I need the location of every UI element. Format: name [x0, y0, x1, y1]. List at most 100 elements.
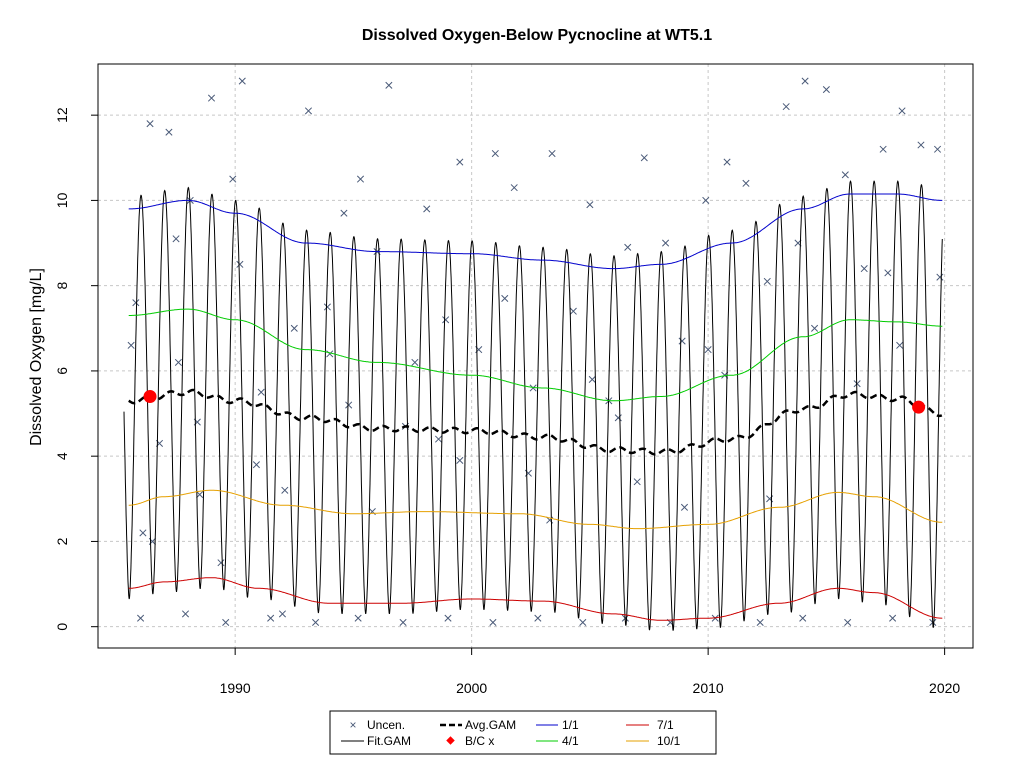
- uncen-point: [207, 94, 216, 102]
- uncen-point: [640, 154, 648, 162]
- uncen-point: [442, 316, 450, 324]
- uncen-point: [756, 618, 764, 626]
- uncen-point: [267, 614, 275, 622]
- uncen-point: [444, 614, 452, 622]
- uncen-point: [782, 103, 790, 111]
- y-tick-label: 6: [54, 367, 70, 375]
- series-fit-gam: [123, 180, 943, 631]
- series-avg-gam: [128, 388, 943, 456]
- uncen-point: [510, 184, 518, 192]
- plot-area: [123, 77, 944, 631]
- legend-marker-uncen: ×: [349, 718, 356, 732]
- uncen-point: [588, 375, 596, 383]
- uncen-point: [529, 384, 537, 392]
- uncen-point: [238, 77, 246, 85]
- uncen-point: [917, 141, 925, 149]
- y-tick-label: 12: [54, 107, 70, 123]
- plot-frame: [97, 63, 974, 649]
- line-fit-gam: [123, 180, 943, 631]
- uncen-point: [411, 358, 419, 366]
- legend-label-1-1: 1/1: [562, 718, 579, 732]
- line-10-1: [128, 489, 943, 530]
- x-tick-label: 2010: [693, 680, 724, 696]
- x-tick-label: 2020: [929, 680, 960, 696]
- series-1-1: [128, 193, 943, 270]
- uncen-point: [290, 324, 298, 332]
- uncen-point: [281, 486, 289, 494]
- uncen-point: [898, 107, 906, 115]
- uncen-point: [456, 158, 464, 166]
- series-10-1: [128, 489, 943, 530]
- series-7-1: [128, 577, 943, 621]
- uncen-point: [127, 341, 135, 349]
- uncen-point: [196, 490, 204, 499]
- uncen-point: [326, 350, 334, 358]
- uncen-point: [132, 299, 140, 307]
- uncen-point: [501, 294, 509, 303]
- uncen-point: [742, 179, 750, 187]
- uncen-point: [165, 128, 173, 136]
- y-tick-label: 4: [54, 452, 70, 460]
- uncen-point: [811, 324, 819, 332]
- line-avg-gam: [128, 388, 943, 456]
- uncen-point: [345, 401, 353, 409]
- series-4-1: [128, 308, 943, 402]
- legend-label-bc: B/C x: [465, 734, 494, 748]
- uncen-point: [304, 107, 313, 115]
- legend: × Uncen. Fit.GAM Avg.GAM B/C x 1/1 4/1 7…: [329, 710, 717, 755]
- chart-title: Dissolved Oxygen-Below Pycnocline at WT5…: [362, 27, 712, 44]
- y-axis: 0 2 4 6 8 10 12: [54, 107, 98, 631]
- uncen-point: [936, 273, 944, 281]
- uncen-point: [860, 265, 868, 273]
- uncen-point: [340, 209, 348, 217]
- uncen-point: [217, 559, 225, 567]
- uncen-point: [548, 149, 556, 158]
- uncen-point: [222, 618, 230, 626]
- uncen-point: [174, 358, 182, 366]
- uncen-point: [586, 201, 594, 209]
- uncen-point: [252, 461, 260, 469]
- uncen-point: [257, 388, 265, 396]
- y-tick-label: 0: [54, 623, 70, 631]
- bc-point: [912, 400, 926, 414]
- bc-point: [143, 389, 157, 403]
- line-7-1: [128, 577, 943, 621]
- legend-label-4-1: 4/1: [562, 734, 579, 748]
- uncen-point: [884, 269, 892, 277]
- uncen-point: [879, 145, 887, 153]
- uncen-point: [172, 235, 180, 243]
- legend-marker-bc: [446, 736, 455, 745]
- uncen-point: [678, 337, 686, 345]
- series-bc-x: [143, 389, 926, 414]
- uncen-point: [889, 614, 897, 622]
- uncen-point: [799, 614, 807, 622]
- uncen-point: [801, 77, 809, 85]
- legend-label-uncen: Uncen.: [367, 718, 405, 732]
- legend-label-7-1: 7/1: [657, 718, 674, 732]
- x-axis: 1990 2000 2010 2020: [220, 648, 960, 696]
- uncen-point: [491, 149, 499, 158]
- line-1-1: [128, 193, 943, 270]
- uncen-point: [933, 145, 942, 153]
- uncen-point: [763, 277, 771, 285]
- x-tick-label: 2000: [456, 680, 487, 696]
- uncen-point: [434, 435, 443, 443]
- uncen-point: [896, 341, 904, 349]
- legend-label-10-1: 10/1: [657, 734, 681, 748]
- uncen-point: [356, 175, 365, 183]
- uncen-point: [624, 243, 632, 251]
- uncen-point: [236, 260, 244, 268]
- uncen-point: [614, 414, 622, 422]
- uncen-point: [704, 346, 712, 354]
- uncen-point: [702, 196, 710, 204]
- y-axis-label: Dissolved Oxygen [mg/L]: [28, 268, 45, 446]
- x-tick-label: 1990: [220, 680, 251, 696]
- legend-label-fit: Fit.GAM: [367, 734, 411, 748]
- y-tick-label: 10: [54, 192, 70, 208]
- uncen-point: [456, 456, 464, 464]
- uncen-point: [139, 529, 147, 537]
- uncen-point: [662, 239, 670, 247]
- uncen-point: [312, 618, 320, 626]
- line-4-1: [128, 308, 943, 402]
